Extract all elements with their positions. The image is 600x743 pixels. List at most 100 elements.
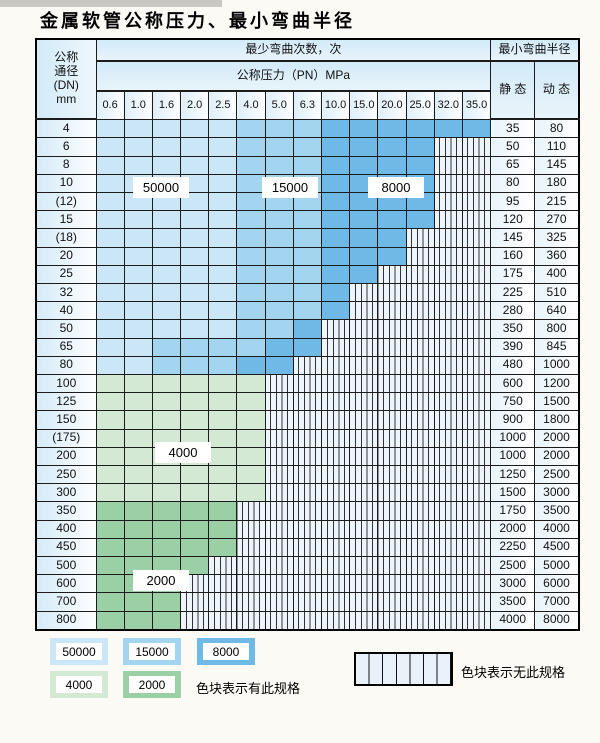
spec-cell-15000 [236,137,266,157]
no-spec-cell [461,155,492,175]
no-spec-cell [320,592,351,612]
spec-cell-50000 [208,319,238,339]
no-spec-cell [264,410,294,430]
dynamic-value: 4500 [534,537,580,557]
spec-cell-50000 [180,155,210,175]
table-row-dn-4: 4 35 80 [35,118,580,139]
no-spec-cell [377,610,407,631]
static-value: 35 [490,118,536,139]
no-spec-cell [349,410,379,430]
no-spec-cell [349,501,379,521]
no-spec-cell [377,574,407,594]
no-spec-cell [461,137,492,157]
table-row-dn-450: 450 2250 4500 [35,537,580,557]
spec-cell-8000 [320,155,351,175]
no-spec-cell [349,464,379,485]
no-spec-cell [292,392,323,412]
no-spec-cell [461,574,492,594]
spec-cell-50000 [151,210,182,230]
static-value: 390 [490,337,536,357]
static-value: 175 [490,264,536,284]
dn-label: 80 [35,355,97,375]
no-spec-cell [349,355,379,375]
static-value: 1250 [490,464,536,485]
spec-cell-8000 [320,210,351,230]
spec-cell-15000 [292,264,323,284]
spec-cell-50000 [151,264,182,284]
header-dn: 公称 通径 (DN) mm [35,38,97,120]
legend-swatch-label: 4000 [56,676,102,693]
spec-cell-15000 [264,228,294,248]
spec-cell-2000 [123,519,153,539]
dn-label: 15 [35,210,97,230]
dn-label: 40 [35,301,97,321]
no-spec-cell [461,464,492,485]
spec-cell-50000 [95,264,125,284]
no-spec-cell [236,537,266,557]
spec-cell-8000 [377,137,407,157]
table-row-dn-40: 40 280 640 [35,301,580,321]
spec-cell-50000 [95,210,125,230]
no-spec-cell [236,592,266,612]
spec-cell-8000 [320,301,351,321]
static-value: 4000 [490,610,536,631]
spec-cell-4000 [236,392,266,412]
no-spec-cell [461,373,492,394]
spec-cell-50000 [95,301,125,321]
static-value: 50 [490,137,536,157]
no-spec-cell [461,483,492,503]
no-spec-cell [236,610,266,631]
no-spec-cell [405,410,435,430]
no-spec-cell [292,592,323,612]
header-pressure-25.0: 25.0 [405,90,435,120]
static-value: 2000 [490,519,536,539]
static-value: 3000 [490,574,536,594]
no-spec-cell [433,282,463,303]
spec-cell-50000 [180,301,210,321]
dn-label: 20 [35,246,97,266]
dynamic-value: 2000 [534,428,580,448]
spec-cell-8000 [320,228,351,248]
header-pressure-15.0: 15.0 [349,90,379,120]
static-value: 3500 [490,592,536,612]
no-spec-cell [236,519,266,539]
spec-cell-2000 [180,537,210,557]
no-spec-cell [208,610,238,631]
no-spec-cell [292,610,323,631]
no-spec-cell [236,501,266,521]
header-pressure-6.3: 6.3 [292,90,323,120]
table-row-dn-700: 700 3500 7000 [35,592,580,612]
no-spec-cell [320,519,351,539]
table-row-dn-15: 15 120 270 [35,210,580,230]
header-bend-radius: 最小弯曲半径 [490,38,580,62]
no-spec-cell [433,373,463,394]
table-row-dn-18: (18) 145 325 [35,228,580,248]
no-spec-cell [461,319,492,339]
no-spec-cell [320,373,351,394]
spec-cell-8000 [433,118,463,139]
no-spec-cell [405,392,435,412]
spec-cell-50000 [123,137,153,157]
no-spec-cell [264,610,294,631]
no-spec-cell [349,282,379,303]
spec-cell-8000 [292,337,323,357]
no-spec-cell [433,155,463,175]
spec-cell-2000 [151,519,182,539]
spec-cell-2000 [95,519,125,539]
dn-label: 100 [35,373,97,394]
spec-cell-8000 [377,155,407,175]
spec-cell-15000 [236,337,266,357]
no-spec-cell [320,319,351,339]
dynamic-value: 360 [534,246,580,266]
dynamic-value: 1500 [534,392,580,412]
spec-cell-15000 [292,137,323,157]
spec-cell-15000 [236,282,266,303]
no-spec-cell [264,483,294,503]
no-spec-cell [405,537,435,557]
spec-cell-50000 [123,210,153,230]
no-spec-cell [433,355,463,375]
spec-cell-15000 [180,337,210,357]
table-row-dn-32: 32 225 510 [35,282,580,303]
spec-cell-2000 [180,501,210,521]
no-spec-cell [433,337,463,357]
